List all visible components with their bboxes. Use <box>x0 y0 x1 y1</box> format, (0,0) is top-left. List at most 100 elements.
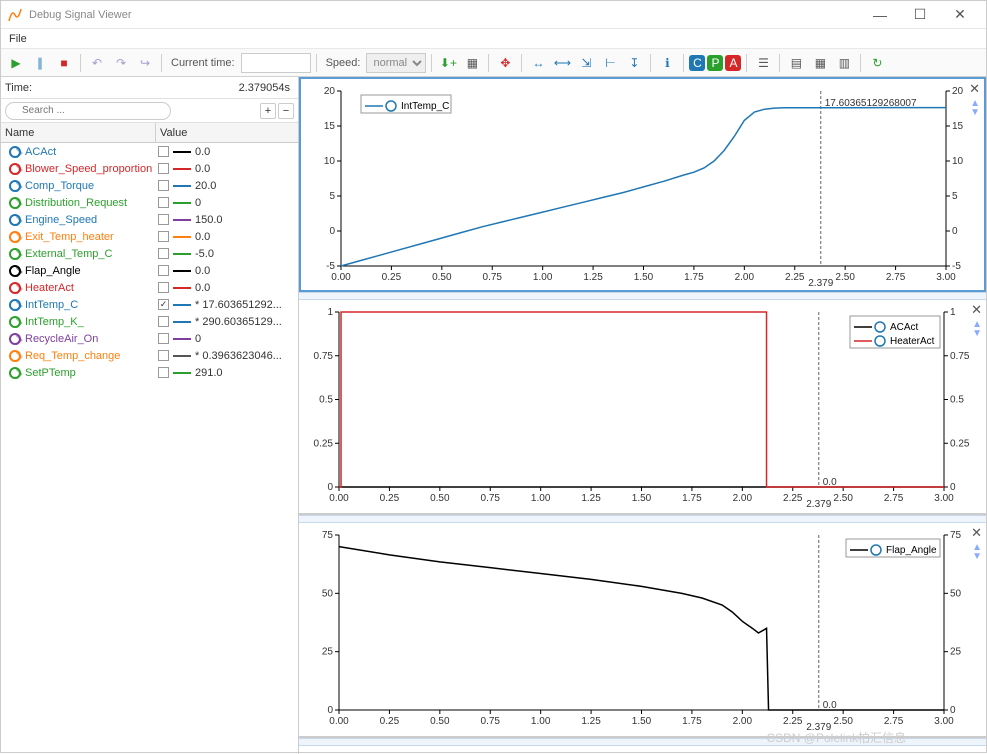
maximize-button[interactable]: ☐ <box>900 6 940 23</box>
tool-zoom-y-icon[interactable]: ⟷ <box>551 52 573 74</box>
chart-pane[interactable]: -5-500551010151520200.000.250.500.751.00… <box>299 77 986 292</box>
line-sample-icon <box>173 151 191 153</box>
tool-refresh-icon[interactable]: ↻ <box>866 52 888 74</box>
signal-checkbox[interactable] <box>158 231 169 242</box>
signal-checkbox[interactable] <box>158 197 169 208</box>
svg-text:0.00: 0.00 <box>329 493 349 504</box>
svg-text:2.379: 2.379 <box>806 499 831 510</box>
svg-text:15: 15 <box>952 121 964 132</box>
y-scroll-icon[interactable]: ▲▼ <box>972 543 982 561</box>
chart-pane[interactable]: 002525505075750.000.250.500.751.001.251.… <box>299 523 986 738</box>
signal-row[interactable]: ACAct0.0 <box>1 143 298 160</box>
add-signal-button[interactable]: + <box>260 103 276 119</box>
tool-cursor2-icon[interactable]: ↧ <box>623 52 645 74</box>
tool-zoom-fit-icon[interactable]: ⇲ <box>575 52 597 74</box>
close-pane-button[interactable]: ✕ <box>969 81 980 97</box>
speed-select[interactable]: normal <box>366 53 426 73</box>
tool-list-icon[interactable]: ☰ <box>752 52 774 74</box>
signal-row[interactable]: Flap_Angle0.0 <box>1 262 298 279</box>
signal-checkbox[interactable] <box>158 248 169 259</box>
svg-text:0.25: 0.25 <box>382 272 402 283</box>
signal-checkbox[interactable] <box>158 350 169 361</box>
signal-row[interactable]: SetPTemp291.0 <box>1 364 298 381</box>
signal-checkbox[interactable] <box>158 265 169 276</box>
svg-text:0: 0 <box>327 482 333 493</box>
signal-icon <box>9 231 21 243</box>
line-sample-icon <box>173 338 191 340</box>
signal-row[interactable]: Engine_Speed150.0 <box>1 211 298 228</box>
signal-row[interactable]: Blower_Speed_proportion0.0 <box>1 160 298 177</box>
close-button[interactable]: ✕ <box>940 6 980 23</box>
svg-text:0.25: 0.25 <box>380 493 400 504</box>
svg-text:2.00: 2.00 <box>733 493 753 504</box>
tool-grid1-icon[interactable]: ▤ <box>785 52 807 74</box>
signal-checkbox[interactable] <box>158 163 169 174</box>
tool-add-icon[interactable]: ⬇+ <box>437 52 459 74</box>
signal-value: 0 <box>195 197 201 209</box>
remove-signal-button[interactable]: − <box>278 103 294 119</box>
tool-a-icon[interactable]: A <box>725 55 741 71</box>
signal-row[interactable]: RecycleAir_On0 <box>1 330 298 347</box>
search-input[interactable] <box>5 102 171 120</box>
svg-text:1.00: 1.00 <box>533 272 553 283</box>
tool-select-icon[interactable]: ▦ <box>461 52 483 74</box>
svg-text:0.75: 0.75 <box>483 272 503 283</box>
tool-grid2-icon[interactable]: ▦ <box>809 52 831 74</box>
signal-checkbox[interactable] <box>158 146 169 157</box>
line-sample-icon <box>173 372 191 374</box>
svg-text:Flap_Angle: Flap_Angle <box>886 545 937 556</box>
close-pane-button[interactable]: ✕ <box>971 525 982 541</box>
svg-text:2.25: 2.25 <box>783 493 803 504</box>
svg-text:2.25: 2.25 <box>783 716 803 727</box>
titlebar: Debug Signal Viewer — ☐ ✕ <box>1 1 986 29</box>
signal-row[interactable]: Distribution_Request0 <box>1 194 298 211</box>
signal-checkbox[interactable] <box>158 316 169 327</box>
play-button[interactable]: ▶ <box>5 52 27 74</box>
menu-file[interactable]: File <box>9 33 27 45</box>
signal-row[interactable]: HeaterAct0.0 <box>1 279 298 296</box>
tool-c-icon[interactable]: C <box>689 55 705 71</box>
y-scroll-icon[interactable]: ▲▼ <box>970 99 980 117</box>
tool-zoom-x-icon[interactable]: ↔ <box>527 52 549 74</box>
pause-button[interactable]: ∥ <box>29 52 51 74</box>
signal-name: RecycleAir_On <box>25 333 98 345</box>
signal-row[interactable]: IntTemp_K_* 290.60365129... <box>1 313 298 330</box>
close-pane-button[interactable]: ✕ <box>971 302 982 318</box>
minimize-button[interactable]: — <box>860 7 900 23</box>
signal-row[interactable]: Req_Temp_change* 0.3963623046... <box>1 347 298 364</box>
signal-checkbox[interactable]: ✓ <box>158 299 169 310</box>
svg-text:20: 20 <box>324 86 336 97</box>
signal-name: Blower_Speed_proportion <box>25 163 152 175</box>
sidebar: Time: 2.379054s 🔍 + − Name Value ACAct0.… <box>1 77 299 754</box>
signal-icon <box>9 316 21 328</box>
tool-p-icon[interactable]: P <box>707 55 723 71</box>
signal-checkbox[interactable] <box>158 180 169 191</box>
tool-cursor1-icon[interactable]: ⊢ <box>599 52 621 74</box>
signal-checkbox[interactable] <box>158 282 169 293</box>
signal-icon <box>9 333 21 345</box>
signal-value: 150.0 <box>195 214 223 226</box>
signal-checkbox[interactable] <box>158 367 169 378</box>
svg-text:0.75: 0.75 <box>950 351 970 362</box>
signal-checkbox[interactable] <box>158 214 169 225</box>
step-back-button[interactable]: ↶ <box>86 52 108 74</box>
tool-info-icon[interactable]: ℹ <box>656 52 678 74</box>
signal-checkbox[interactable] <box>158 333 169 344</box>
current-time-input[interactable] <box>241 53 311 73</box>
signal-row[interactable]: IntTemp_C✓* 17.603651292... <box>1 296 298 313</box>
stop-button[interactable]: ■ <box>53 52 75 74</box>
signal-row[interactable]: Exit_Temp_heater0.0 <box>1 228 298 245</box>
svg-text:50: 50 <box>322 588 334 599</box>
signal-value: 291.0 <box>195 367 223 379</box>
step-next-button[interactable]: ↪ <box>134 52 156 74</box>
tool-grid3-icon[interactable]: ▥ <box>833 52 855 74</box>
signal-row[interactable]: External_Temp_C-5.0 <box>1 245 298 262</box>
y-scroll-icon[interactable]: ▲▼ <box>972 320 982 338</box>
tool-target-icon[interactable]: ✥ <box>494 52 516 74</box>
svg-text:2.25: 2.25 <box>785 272 805 283</box>
line-sample-icon <box>173 304 191 306</box>
signal-value: 0.0 <box>195 231 210 243</box>
signal-row[interactable]: Comp_Torque20.0 <box>1 177 298 194</box>
step-fwd-button[interactable]: ↷ <box>110 52 132 74</box>
chart-pane[interactable]: 000.250.250.50.50.750.75110.000.250.500.… <box>299 300 986 515</box>
